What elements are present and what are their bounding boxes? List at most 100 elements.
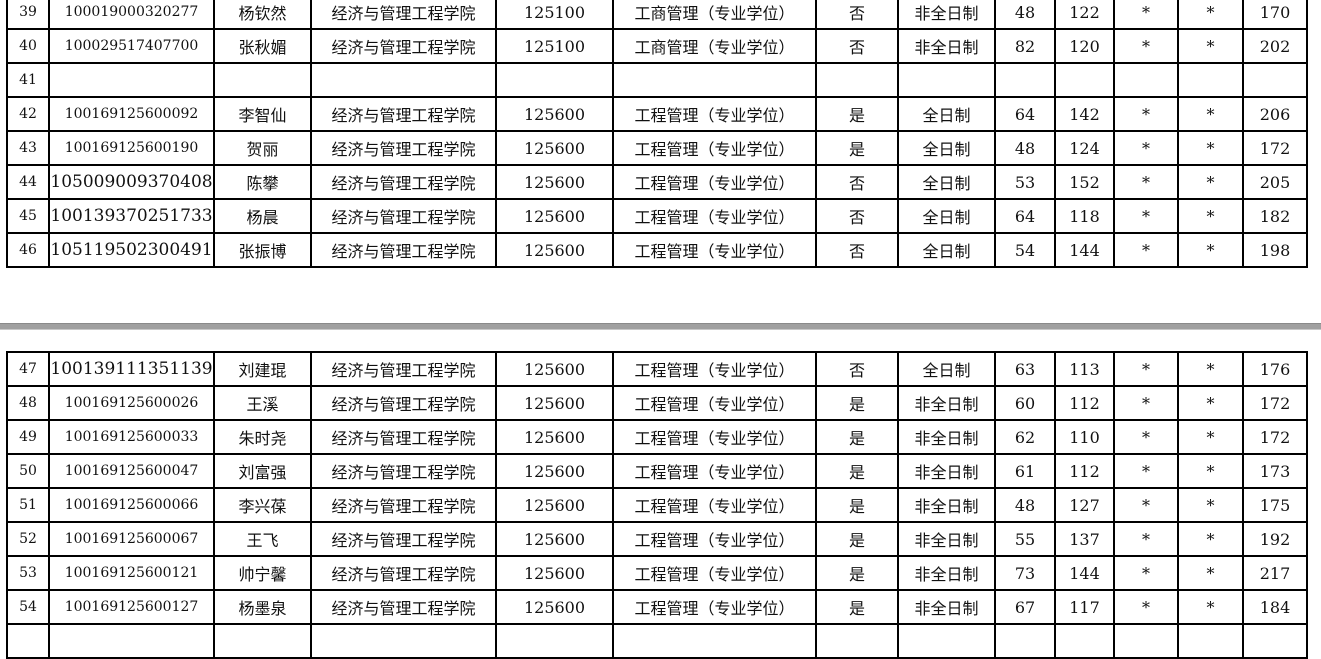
cell-flag — [815, 62, 899, 98]
cell-flag: 否 — [815, 232, 899, 268]
cell-id: 100139111351139 — [48, 351, 215, 387]
cell-s1: 82 — [994, 28, 1056, 64]
cell-no: 40 — [6, 28, 50, 64]
cell-flag — [815, 623, 899, 659]
cell-s1: 60 — [994, 385, 1056, 421]
cell-college: 经济与管理工程学院 — [310, 232, 497, 268]
cell-s4: * — [1177, 453, 1244, 489]
cell-s3: * — [1113, 130, 1179, 166]
cell-code: 125100 — [495, 28, 614, 64]
cell-id: 105119502300491 — [48, 232, 215, 268]
cell-major: 工商管理（专业学位） — [612, 0, 817, 30]
table-row: 43 100169125600190 贺丽 经济与管理工程学院 125600 工程管理（专… — [6, 130, 1308, 166]
cell-no: 52 — [6, 521, 50, 557]
cell-s4: * — [1177, 419, 1244, 455]
cell-no: 39 — [6, 0, 50, 30]
cell-flag: 否 — [815, 0, 899, 30]
cell-s4: * — [1177, 232, 1244, 268]
table-row: 51 100169125600066 李兴葆 经济与管理工程学院 125600 工程管理（… — [6, 487, 1308, 523]
cell-college: 经济与管理工程学院 — [310, 164, 497, 200]
cell-name: 李智仙 — [213, 96, 312, 132]
table-row: 44 105009009370408 陈攀 经济与管理工程学院 125600 工程管理（专… — [6, 164, 1308, 200]
cell-s3: * — [1113, 453, 1179, 489]
cell-no: 46 — [6, 232, 50, 268]
cell-s1: 54 — [994, 232, 1056, 268]
cell-s3: * — [1113, 419, 1179, 455]
cell-id: 100169125600026 — [48, 385, 215, 421]
cell-code: 125600 — [495, 487, 614, 523]
cell-code: 125600 — [495, 419, 614, 455]
cell-flag: 是 — [815, 521, 899, 557]
cell-code: 125600 — [495, 521, 614, 557]
cell-s2: 152 — [1054, 164, 1115, 200]
cell-code: 125600 — [495, 232, 614, 268]
cell-s3: * — [1113, 589, 1179, 625]
cell-name: 陈攀 — [213, 164, 312, 200]
cell-total: 172 — [1242, 130, 1308, 166]
table-row: 45 100139370251733 杨晨 经济与管理工程学院 125600 工程管理（专… — [6, 198, 1308, 234]
cell-s3: * — [1113, 555, 1179, 591]
cell-college — [310, 62, 497, 98]
cell-flag: 是 — [815, 96, 899, 132]
cell-id: 100029517407700 — [48, 28, 215, 64]
cell-total: 202 — [1242, 28, 1308, 64]
cell-s2 — [1054, 62, 1115, 98]
cell-major: 工程管理（专业学位） — [612, 589, 817, 625]
cell-s2: 112 — [1054, 453, 1115, 489]
cell-name: 李兴葆 — [213, 487, 312, 523]
cell-name: 张振博 — [213, 232, 312, 268]
cell-id — [48, 62, 215, 98]
table-row: 40 100029517407700 张秋媚 经济与管理工程学院 125100 工商管理（… — [6, 28, 1308, 64]
cell-s3: * — [1113, 164, 1179, 200]
cell-name: 张秋媚 — [213, 28, 312, 64]
table-row: 39 100019000320277 杨钦然 经济与管理工程学院 125100 工商管理（… — [6, 0, 1308, 30]
cell-s1: 48 — [994, 130, 1056, 166]
cell-s2: 112 — [1054, 385, 1115, 421]
cell-code: 125600 — [495, 96, 614, 132]
cell-s4: * — [1177, 130, 1244, 166]
cell-total: 176 — [1242, 351, 1308, 387]
document-page-1: 39 100019000320277 杨钦然 经济与管理工程学院 125100 工商管理（… — [0, 0, 1321, 323]
cell-id: 105009009370408 — [48, 164, 215, 200]
cell-college: 经济与管理工程学院 — [310, 28, 497, 64]
cell-code: 125600 — [495, 385, 614, 421]
cell-s1: 48 — [994, 0, 1056, 30]
cell-name: 杨晨 — [213, 198, 312, 234]
cell-s4 — [1177, 62, 1244, 98]
cell-id — [48, 623, 215, 659]
table-row: 53 100169125600121 帅宁馨 经济与管理工程学院 125600 工程管理（… — [6, 555, 1308, 591]
cell-major: 工程管理（专业学位） — [612, 419, 817, 455]
cell-s2: 137 — [1054, 521, 1115, 557]
cell-s4: * — [1177, 555, 1244, 591]
cell-mode: 全日制 — [897, 198, 996, 234]
cell-s4: * — [1177, 0, 1244, 30]
cell-s2: 124 — [1054, 130, 1115, 166]
cell-no — [6, 623, 50, 659]
cell-no: 47 — [6, 351, 50, 387]
cell-s3 — [1113, 623, 1179, 659]
cell-s3: * — [1113, 385, 1179, 421]
cell-total: 182 — [1242, 198, 1308, 234]
cell-s1 — [994, 623, 1056, 659]
cell-code: 125600 — [495, 130, 614, 166]
cell-s3: * — [1113, 198, 1179, 234]
cell-flag: 是 — [815, 487, 899, 523]
cell-major: 工商管理（专业学位） — [612, 28, 817, 64]
cell-no: 53 — [6, 555, 50, 591]
cell-s1: 67 — [994, 589, 1056, 625]
cell-flag: 否 — [815, 198, 899, 234]
cell-name — [213, 623, 312, 659]
cell-name — [213, 62, 312, 98]
cell-no: 45 — [6, 198, 50, 234]
cell-major: 工程管理（专业学位） — [612, 164, 817, 200]
cell-total: 206 — [1242, 96, 1308, 132]
cell-id: 100169125600047 — [48, 453, 215, 489]
cell-name: 刘富强 — [213, 453, 312, 489]
cell-college: 经济与管理工程学院 — [310, 0, 497, 30]
cell-total: 217 — [1242, 555, 1308, 591]
cell-name: 王飞 — [213, 521, 312, 557]
cell-s2: 113 — [1054, 351, 1115, 387]
cell-code: 125100 — [495, 0, 614, 30]
results-table-page-1: 39 100019000320277 杨钦然 经济与管理工程学院 125100 工商管理（… — [6, 0, 1308, 268]
cell-s2: 144 — [1054, 232, 1115, 268]
